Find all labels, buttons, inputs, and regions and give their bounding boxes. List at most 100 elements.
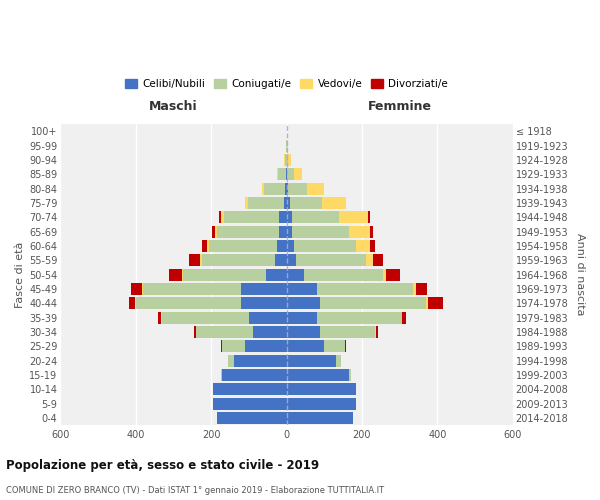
Bar <box>143 283 241 295</box>
Bar <box>188 254 200 266</box>
Bar <box>287 240 294 252</box>
Bar <box>368 211 370 224</box>
Bar <box>366 254 373 266</box>
Bar <box>292 226 349 237</box>
Bar <box>220 211 221 224</box>
Bar <box>253 326 287 338</box>
Bar <box>183 268 266 280</box>
Bar <box>373 254 383 266</box>
Bar <box>169 268 182 280</box>
Bar <box>215 226 217 237</box>
Bar <box>370 240 375 252</box>
Bar <box>383 268 386 280</box>
Bar <box>131 283 142 295</box>
Bar <box>209 240 277 252</box>
Bar <box>202 254 275 266</box>
Bar <box>278 168 286 180</box>
Bar <box>428 297 443 310</box>
Bar <box>401 312 403 324</box>
Bar <box>322 197 346 209</box>
Bar <box>213 383 287 396</box>
Bar <box>158 312 161 324</box>
Bar <box>224 211 279 224</box>
Bar <box>287 383 356 396</box>
Bar <box>289 182 307 194</box>
Bar <box>289 154 292 166</box>
Y-axis label: Fasce di età: Fasce di età <box>15 242 25 308</box>
Bar <box>221 211 224 224</box>
Text: Maschi: Maschi <box>149 100 198 112</box>
Bar <box>194 326 196 338</box>
Bar <box>349 226 370 237</box>
Bar <box>317 312 401 324</box>
Bar <box>287 326 320 338</box>
Bar <box>286 168 287 180</box>
Bar <box>307 182 323 194</box>
Bar <box>264 182 284 194</box>
Bar <box>356 240 370 252</box>
Bar <box>223 369 287 381</box>
Bar <box>249 312 287 324</box>
Bar <box>320 297 426 310</box>
Y-axis label: Anni di nascita: Anni di nascita <box>575 234 585 316</box>
Bar <box>245 197 248 209</box>
Bar <box>262 182 264 194</box>
Text: Popolazione per età, sesso e stato civile - 2019: Popolazione per età, sesso e stato civil… <box>6 460 319 472</box>
Bar <box>287 254 296 266</box>
Bar <box>287 354 335 366</box>
Bar <box>241 283 287 295</box>
Bar <box>202 240 208 252</box>
Bar <box>223 340 245 352</box>
Bar <box>403 312 406 324</box>
Bar <box>335 354 341 366</box>
Bar <box>287 340 324 352</box>
Bar <box>277 168 278 180</box>
Bar <box>287 312 317 324</box>
Bar <box>287 154 289 166</box>
Bar <box>287 398 356 409</box>
Bar <box>320 326 375 338</box>
Bar <box>287 283 317 295</box>
Bar <box>228 354 234 366</box>
Bar <box>287 226 292 237</box>
Text: Femmine: Femmine <box>368 100 431 112</box>
Bar <box>317 283 413 295</box>
Bar <box>134 297 136 310</box>
Bar <box>275 254 287 266</box>
Bar <box>279 211 287 224</box>
Bar <box>217 412 287 424</box>
Bar <box>234 354 287 366</box>
Bar <box>375 326 376 338</box>
Bar <box>200 254 202 266</box>
Bar <box>136 297 241 310</box>
Bar <box>196 326 253 338</box>
Bar <box>292 211 340 224</box>
Bar <box>386 268 400 280</box>
Legend: Celibi/Nubili, Coniugati/e, Vedovi/e, Divorziati/e: Celibi/Nubili, Coniugati/e, Vedovi/e, Di… <box>121 75 452 94</box>
Bar <box>294 240 356 252</box>
Bar <box>370 226 373 237</box>
Bar <box>284 182 287 194</box>
Bar <box>284 154 287 166</box>
Bar <box>287 297 320 310</box>
Bar <box>221 369 223 381</box>
Bar <box>376 326 378 338</box>
Bar <box>248 197 284 209</box>
Bar <box>279 226 287 237</box>
Bar <box>266 268 287 280</box>
Bar <box>340 211 368 224</box>
Bar <box>221 340 222 352</box>
Bar <box>213 398 287 409</box>
Bar <box>162 312 249 324</box>
Bar <box>212 226 215 237</box>
Bar <box>277 240 287 252</box>
Bar <box>290 197 322 209</box>
Bar <box>241 297 287 310</box>
Bar <box>287 369 349 381</box>
Bar <box>208 240 209 252</box>
Bar <box>182 268 183 280</box>
Bar <box>129 297 134 310</box>
Bar <box>161 312 162 324</box>
Bar <box>426 297 428 310</box>
Bar <box>324 340 345 352</box>
